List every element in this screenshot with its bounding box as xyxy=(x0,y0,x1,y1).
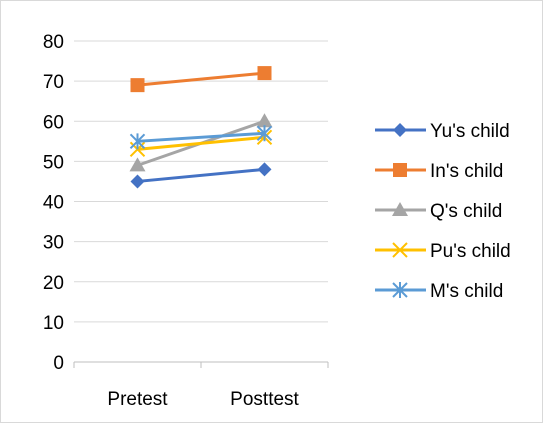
data-point xyxy=(256,113,273,128)
legend: Yu's child In's child Q's child Pu's child M… xyxy=(375,121,511,302)
y-tick-label: 50 xyxy=(43,152,64,173)
legend-marker xyxy=(393,123,407,137)
y-tick-label: 80 xyxy=(43,32,64,53)
legend-label: Pu's child xyxy=(430,241,511,262)
legend-marker xyxy=(392,282,408,298)
data-point xyxy=(256,125,273,142)
data-point xyxy=(130,174,145,189)
legend-label: In's child xyxy=(430,161,503,182)
gridlines xyxy=(74,40,328,363)
data-point xyxy=(130,78,145,93)
data-point xyxy=(257,162,272,177)
data-point xyxy=(129,133,146,150)
y-axis: 0 10 20 30 40 50 60 70 80 xyxy=(43,32,64,374)
x-axis: Pretest Posttest xyxy=(73,362,329,410)
legend-label: Q's child xyxy=(430,201,502,222)
y-tick-label: 40 xyxy=(43,193,64,214)
x-tick-label: Pretest xyxy=(107,389,168,410)
series-line xyxy=(137,135,265,151)
y-tick-label: 70 xyxy=(43,72,64,93)
legend-label: Yu's child xyxy=(430,121,510,142)
legend-label: M's child xyxy=(430,281,503,302)
series-line xyxy=(137,71,265,87)
series-group xyxy=(129,66,273,189)
series-line xyxy=(137,131,265,143)
y-tick-label: 20 xyxy=(43,273,64,294)
y-tick-label: 60 xyxy=(43,112,64,133)
legend-marker xyxy=(392,242,408,258)
legend-marker xyxy=(392,202,408,216)
y-tick-label: 10 xyxy=(43,313,64,334)
y-tick-label: 30 xyxy=(43,233,64,254)
series-line xyxy=(137,167,265,183)
x-tick-label: Posttest xyxy=(230,389,299,410)
data-point xyxy=(129,157,146,172)
data-point xyxy=(257,66,272,81)
legend-marker xyxy=(393,163,407,177)
y-tick-label: 0 xyxy=(53,353,64,374)
